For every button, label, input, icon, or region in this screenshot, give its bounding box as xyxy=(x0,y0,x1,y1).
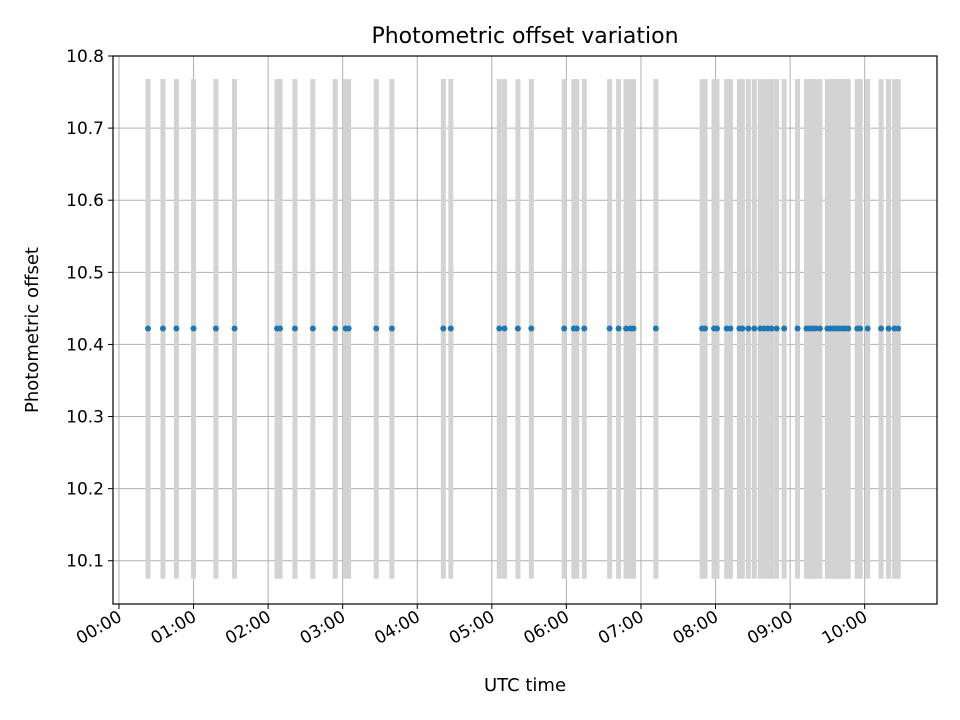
x-tick-label: 09:00 xyxy=(744,607,796,649)
y-tick-label: 10.6 xyxy=(66,191,104,211)
data-point xyxy=(845,325,852,332)
data-point xyxy=(794,325,801,332)
x-tick-label: 02:00 xyxy=(222,607,274,649)
y-tick-label: 10.2 xyxy=(66,480,104,500)
data-point xyxy=(309,325,316,332)
data-point xyxy=(447,325,454,332)
data-point xyxy=(739,325,746,332)
y-tick-label: 10.1 xyxy=(66,552,104,572)
data-point xyxy=(496,325,503,332)
y-tick-label: 10.4 xyxy=(66,335,104,355)
data-point xyxy=(231,325,238,332)
data-point xyxy=(388,325,395,332)
data-points xyxy=(145,325,902,332)
y-tick-label: 10.3 xyxy=(66,408,104,428)
data-point xyxy=(727,325,734,332)
data-point xyxy=(630,325,637,332)
x-tick-label: 06:00 xyxy=(520,607,572,649)
data-point xyxy=(145,325,152,332)
data-point xyxy=(173,325,180,332)
x-tick-label: 00:00 xyxy=(73,607,125,649)
data-point xyxy=(714,325,721,332)
data-point xyxy=(615,325,622,332)
plot-frame xyxy=(112,55,938,605)
x-tick-label: 01:00 xyxy=(148,607,200,649)
x-tick-label: 07:00 xyxy=(595,607,647,649)
y-tick-label: 10.7 xyxy=(66,119,104,139)
data-point xyxy=(857,325,864,332)
data-point xyxy=(652,325,659,332)
x-axis-label: UTC time xyxy=(484,675,566,696)
data-point xyxy=(816,325,823,332)
x-tick-label: 10:00 xyxy=(819,607,871,649)
chart-title: Photometric offset variation xyxy=(371,24,678,49)
data-point xyxy=(332,325,339,332)
data-point xyxy=(212,325,219,332)
data-point xyxy=(561,325,568,332)
y-axis-label: Photometric offset xyxy=(22,247,43,413)
x-tick-label: 05:00 xyxy=(446,607,498,649)
x-tick-label: 08:00 xyxy=(670,607,722,649)
data-point xyxy=(581,325,588,332)
data-point xyxy=(190,325,197,332)
x-tick-label: 03:00 xyxy=(297,607,349,649)
data-point xyxy=(768,325,775,332)
data-point xyxy=(373,325,380,332)
data-point xyxy=(528,325,535,332)
data-point xyxy=(573,325,580,332)
data-point xyxy=(514,325,521,332)
data-point xyxy=(812,325,819,332)
data-point xyxy=(781,325,788,332)
data-point xyxy=(773,325,780,332)
data-point xyxy=(291,325,298,332)
data-point xyxy=(878,325,885,332)
data-point xyxy=(702,325,709,332)
x-axis: 00:00 01:00 02:00 03:00 04:00 05:00 06:00 07:00… xyxy=(73,604,871,649)
y-tick-label: 10.8 xyxy=(66,47,104,67)
data-point xyxy=(440,325,447,332)
x-tick-label: 04:00 xyxy=(371,607,423,649)
data-point xyxy=(277,325,284,332)
data-point xyxy=(345,325,352,332)
y-tick-label: 10.5 xyxy=(66,263,104,283)
data-point xyxy=(895,325,902,332)
data-point xyxy=(885,325,892,332)
data-point xyxy=(159,325,166,332)
data-point xyxy=(864,325,871,332)
y-axis: 10.1 10.2 10.3 10.4 10.5 10.6 10.7 10.8 xyxy=(66,47,113,572)
data-point xyxy=(745,325,752,332)
data-point xyxy=(751,325,758,332)
data-point xyxy=(501,325,508,332)
data-point xyxy=(623,325,630,332)
data-point xyxy=(606,325,613,332)
